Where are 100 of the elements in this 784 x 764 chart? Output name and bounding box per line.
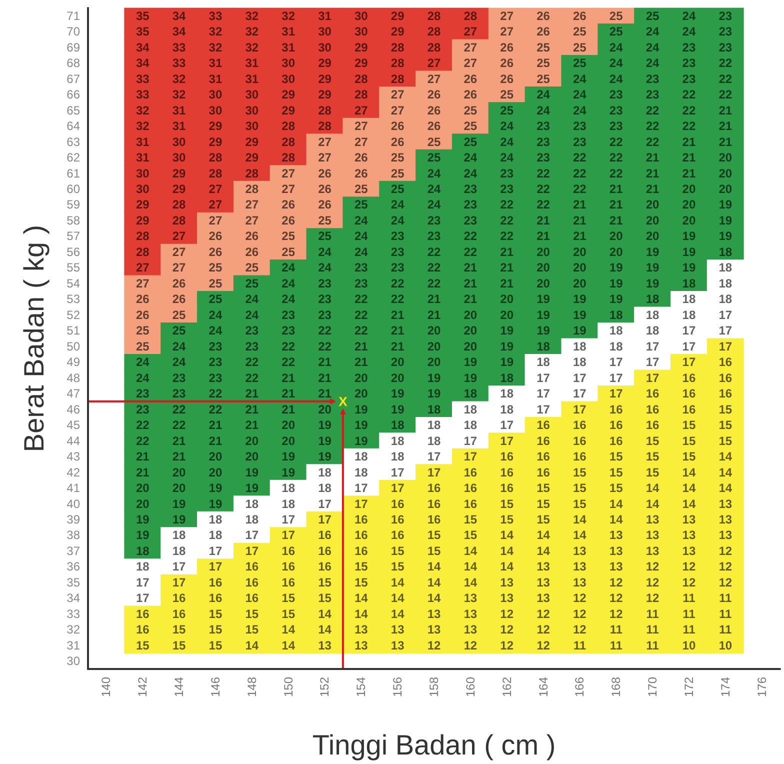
data-label: 23 bbox=[208, 339, 222, 354]
data-label: 17 bbox=[245, 544, 259, 558]
data-label: 28 bbox=[136, 229, 150, 244]
data-label: 15 bbox=[682, 434, 696, 448]
data-label: 12 bbox=[573, 591, 587, 606]
data-label: 30 bbox=[208, 103, 222, 118]
data-label: 17 bbox=[500, 418, 514, 432]
data-label: 20 bbox=[208, 450, 222, 464]
data-label: 21 bbox=[646, 182, 660, 196]
data-label: 16 bbox=[609, 434, 624, 448]
data-label: 19 bbox=[282, 465, 296, 480]
y-tick-label: 59 bbox=[66, 198, 80, 212]
data-label: 20 bbox=[609, 244, 624, 259]
data-label: 25 bbox=[646, 8, 660, 23]
data-label: 12 bbox=[646, 560, 660, 574]
data-label: 19 bbox=[682, 260, 696, 275]
data-label: 10 bbox=[682, 638, 696, 652]
data-label: 24 bbox=[573, 72, 587, 86]
data-label: 22 bbox=[682, 88, 696, 102]
data-label: 13 bbox=[536, 560, 550, 574]
data-label: 32 bbox=[245, 40, 259, 54]
data-label: 23 bbox=[573, 134, 587, 149]
data-label: 28 bbox=[390, 40, 405, 54]
data-label: 25 bbox=[318, 229, 332, 244]
data-label: 25 bbox=[427, 134, 441, 149]
data-label: 15 bbox=[245, 606, 259, 621]
data-label: 21 bbox=[208, 418, 222, 432]
data-label: 26 bbox=[427, 88, 441, 102]
data-label: 32 bbox=[208, 40, 222, 54]
data-label: 27 bbox=[500, 8, 514, 23]
data-label: 19 bbox=[208, 481, 222, 496]
x-tick-label: 154 bbox=[354, 676, 368, 698]
data-label: 25 bbox=[609, 24, 624, 39]
data-label: 30 bbox=[208, 88, 222, 102]
data-label: 14 bbox=[646, 496, 660, 511]
data-label: 18 bbox=[464, 402, 478, 416]
data-label: 29 bbox=[245, 150, 259, 165]
data-label: 30 bbox=[136, 182, 150, 196]
data-label: 18 bbox=[136, 560, 150, 574]
data-label: 28 bbox=[208, 166, 222, 180]
data-label: 22 bbox=[536, 166, 550, 180]
data-label: 20 bbox=[573, 276, 587, 290]
data-label: 12 bbox=[609, 591, 624, 606]
data-label: 22 bbox=[282, 339, 296, 354]
y-tick-label: 43 bbox=[66, 450, 80, 464]
data-label: 33 bbox=[208, 8, 222, 23]
data-label: 22 bbox=[718, 72, 732, 86]
data-label: 15 bbox=[318, 575, 332, 590]
data-label: 24 bbox=[318, 260, 332, 275]
x-tick-label: 144 bbox=[172, 676, 186, 698]
data-label: 23 bbox=[136, 402, 150, 416]
data-label: 27 bbox=[464, 40, 478, 54]
y-axis-title: Berat Badan ( kg ) bbox=[18, 224, 50, 452]
data-label: 23 bbox=[318, 276, 332, 290]
data-label: 27 bbox=[172, 244, 186, 259]
data-label: 25 bbox=[536, 56, 550, 70]
y-tick-label: 44 bbox=[66, 434, 80, 448]
data-label: 24 bbox=[464, 166, 478, 180]
data-label: 11 bbox=[646, 606, 660, 621]
data-label: 12 bbox=[646, 575, 660, 590]
data-label: 12 bbox=[718, 575, 732, 590]
data-label: 20 bbox=[573, 244, 587, 259]
data-label: 17 bbox=[718, 308, 732, 322]
data-label: 19 bbox=[427, 370, 441, 385]
data-label: 27 bbox=[282, 182, 296, 196]
data-label: 34 bbox=[136, 40, 150, 54]
data-label: 27 bbox=[208, 198, 222, 212]
x-tick-label: 140 bbox=[99, 676, 114, 698]
data-label: 24 bbox=[427, 198, 441, 212]
data-label: 22 bbox=[500, 213, 514, 228]
data-label: 15 bbox=[282, 606, 296, 621]
data-label: 32 bbox=[136, 103, 150, 118]
data-label: 21 bbox=[609, 213, 624, 228]
data-label: 26 bbox=[390, 134, 405, 149]
data-label: 20 bbox=[682, 182, 696, 196]
data-label: 17 bbox=[427, 450, 441, 464]
data-label: 16 bbox=[500, 465, 514, 480]
data-label: 23 bbox=[500, 166, 514, 180]
data-label: 12 bbox=[718, 544, 732, 558]
data-label: 15 bbox=[354, 560, 368, 574]
data-label: 27 bbox=[464, 56, 478, 70]
data-label: 16 bbox=[136, 622, 150, 637]
data-label: 13 bbox=[609, 544, 624, 558]
data-label: 18 bbox=[573, 355, 587, 370]
y-tick-label: 54 bbox=[66, 276, 80, 290]
data-label: 20 bbox=[536, 244, 550, 259]
data-label: 13 bbox=[682, 528, 696, 542]
data-label: 12 bbox=[464, 638, 478, 652]
data-label: 13 bbox=[500, 575, 514, 590]
data-label: 21 bbox=[536, 229, 550, 244]
data-label: 19 bbox=[718, 213, 732, 228]
x-tick-label: 150 bbox=[281, 676, 296, 698]
data-label: 14 bbox=[282, 638, 296, 652]
data-label: 25 bbox=[573, 56, 587, 70]
data-label: 27 bbox=[390, 88, 405, 102]
data-label: 19 bbox=[609, 292, 624, 306]
data-label: 28 bbox=[136, 244, 150, 259]
data-label: 20 bbox=[318, 402, 332, 416]
data-label: 21 bbox=[646, 150, 660, 165]
data-label: 12 bbox=[609, 606, 624, 621]
